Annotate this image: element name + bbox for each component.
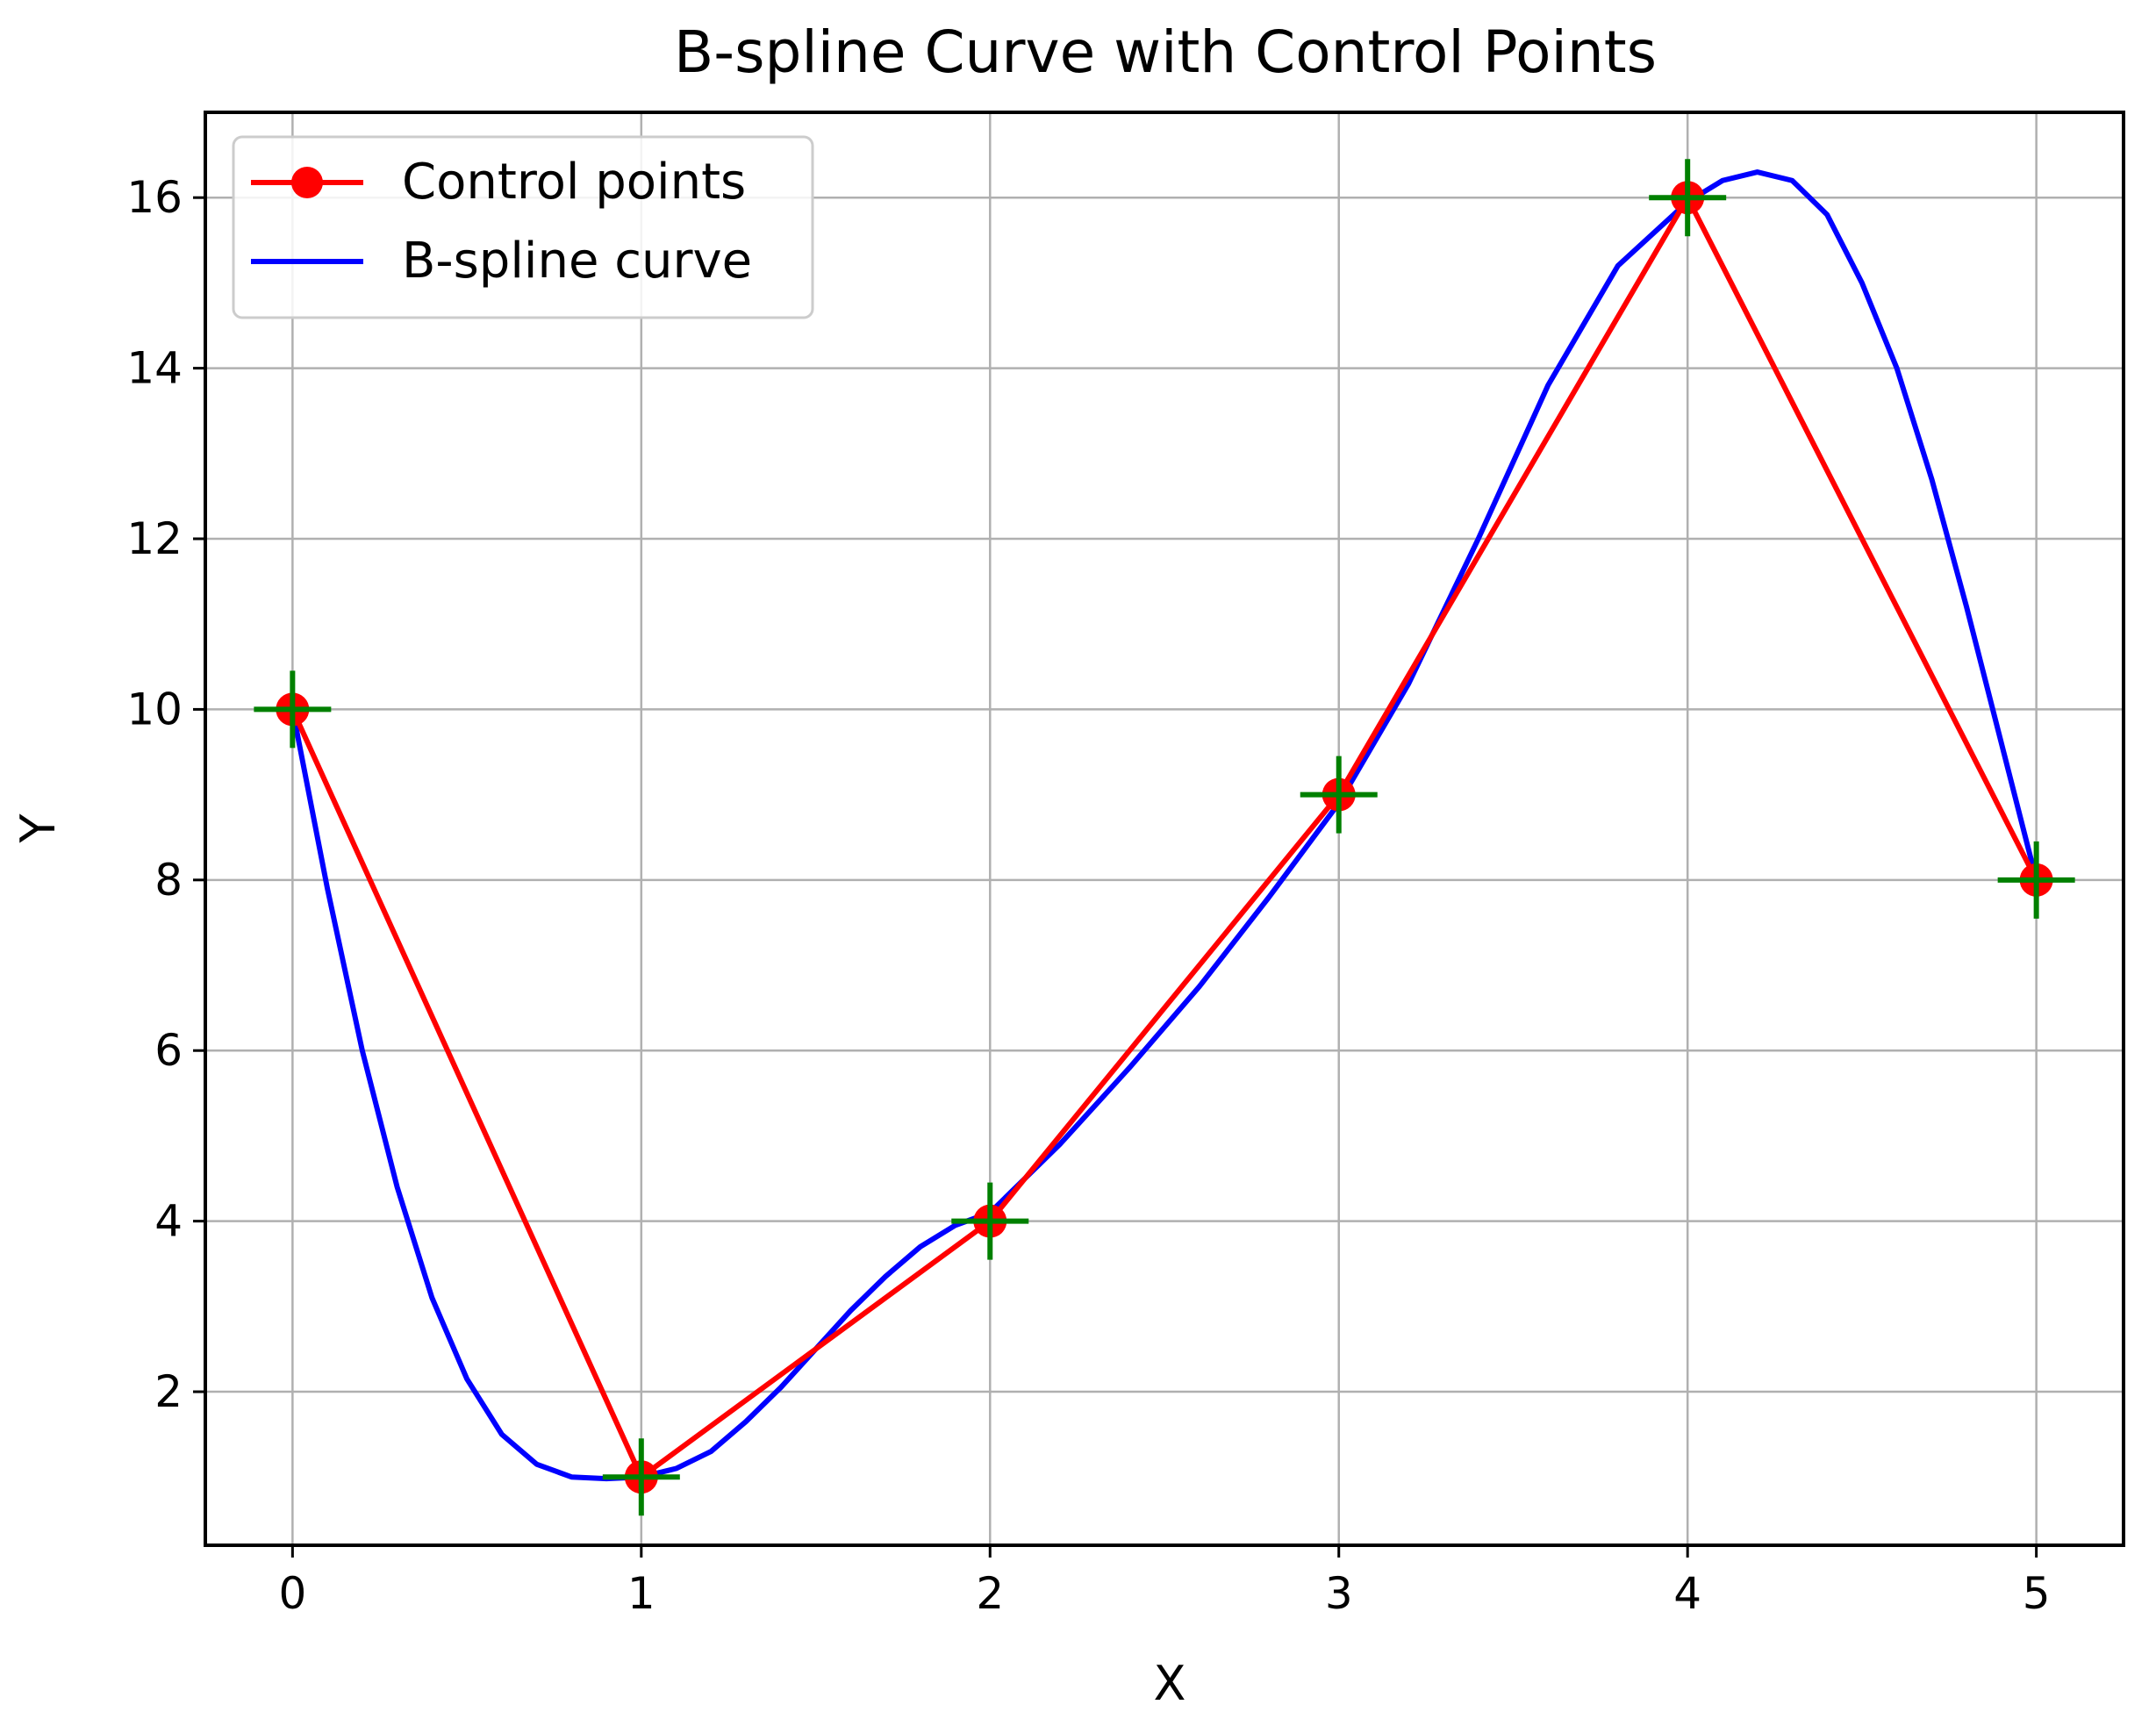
y-tick-label: 10 bbox=[126, 684, 183, 734]
y-tick-label: 16 bbox=[126, 172, 183, 223]
legend-box bbox=[232, 135, 814, 319]
y-tick-label: 4 bbox=[154, 1196, 183, 1247]
x-tick-label: 3 bbox=[1325, 1568, 1353, 1619]
y-axis-ticks: 2 4 6 8 10 12 14 16 bbox=[126, 172, 205, 1417]
y-axis-label: Y bbox=[11, 813, 66, 844]
y-tick-label: 6 bbox=[154, 1025, 183, 1076]
legend-control-points-marker bbox=[291, 167, 323, 198]
plot-area-frame bbox=[204, 111, 2125, 1547]
y-tick-label: 2 bbox=[154, 1366, 183, 1417]
x-tick-label: 5 bbox=[2023, 1568, 2051, 1619]
legend-control-points-label: Control points bbox=[402, 154, 746, 211]
y-tick-label: 8 bbox=[154, 855, 183, 906]
y-tick-label: 14 bbox=[126, 343, 183, 394]
chart-title: B-spline Curve with Control Points bbox=[674, 18, 1657, 86]
plus-marker bbox=[1997, 841, 2075, 919]
plus-marker bbox=[254, 670, 332, 748]
x-tick-label: 4 bbox=[1673, 1568, 1701, 1619]
plus-marker bbox=[1649, 159, 1727, 237]
legend: Control points B-spline curve bbox=[232, 135, 814, 319]
x-axis-ticks: 0 1 2 3 4 5 bbox=[278, 1545, 2051, 1619]
x-tick-label: 1 bbox=[627, 1568, 655, 1619]
legend-b-spline-label: B-spline curve bbox=[402, 233, 752, 290]
plus-marker bbox=[602, 1438, 680, 1516]
control-points-line bbox=[290, 195, 2039, 1480]
y-tick-label: 12 bbox=[126, 513, 183, 564]
plus-marker bbox=[951, 1182, 1029, 1260]
plot-series bbox=[254, 159, 2075, 1516]
plus-marker bbox=[1300, 756, 1378, 834]
x-tick-label: 0 bbox=[278, 1568, 306, 1619]
x-axis-label: X bbox=[1154, 1656, 1186, 1711]
x-tick-label: 2 bbox=[976, 1568, 1004, 1619]
